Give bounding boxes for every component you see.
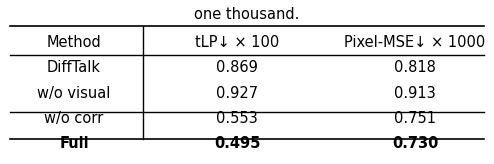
Text: 0.730: 0.730	[392, 136, 438, 151]
Text: 0.927: 0.927	[216, 86, 258, 101]
Text: Full: Full	[59, 136, 89, 151]
Text: 0.818: 0.818	[394, 60, 436, 75]
Text: w/o corr: w/o corr	[44, 111, 104, 126]
Text: one thousand.: one thousand.	[194, 7, 300, 21]
Text: w/o visual: w/o visual	[38, 86, 111, 101]
Text: 0.869: 0.869	[216, 60, 258, 75]
Text: tLP↓ × 100: tLP↓ × 100	[195, 35, 279, 50]
Text: Pixel-MSE↓ × 1000: Pixel-MSE↓ × 1000	[344, 35, 486, 50]
Text: 0.495: 0.495	[214, 136, 260, 151]
Text: 0.913: 0.913	[394, 86, 436, 101]
Text: 0.553: 0.553	[216, 111, 258, 126]
Text: Method: Method	[47, 35, 101, 50]
Text: DiffTalk: DiffTalk	[47, 60, 101, 75]
Text: 0.751: 0.751	[394, 111, 436, 126]
